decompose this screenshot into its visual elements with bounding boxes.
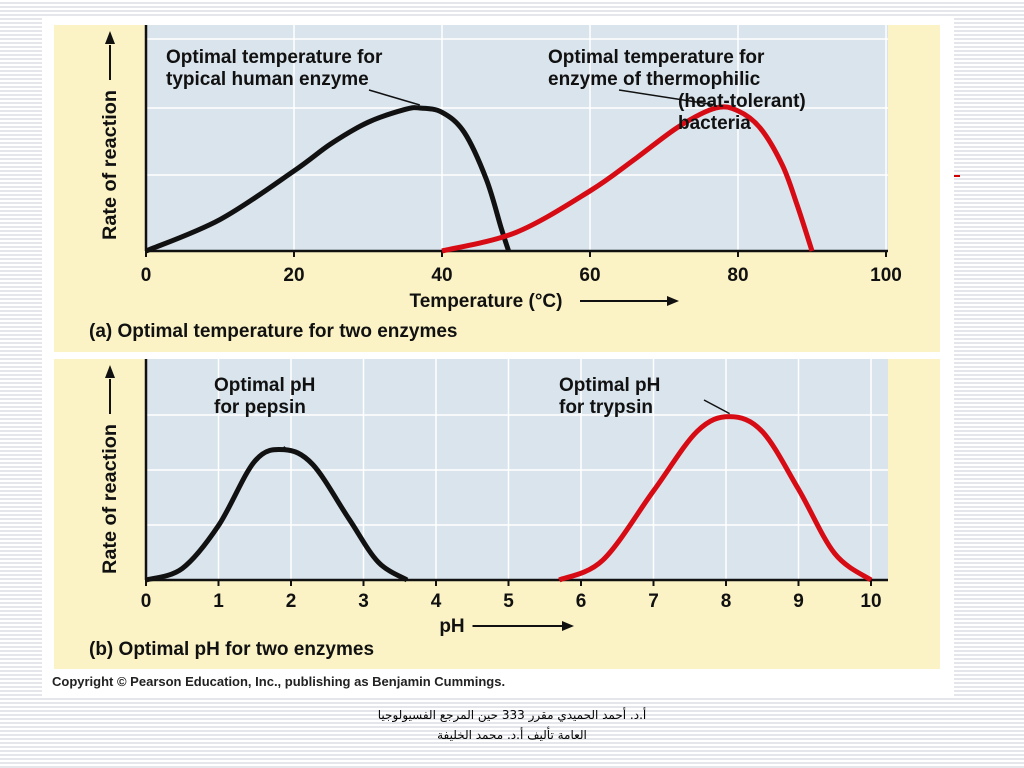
annotation: Optimal temperature for enzyme of thermop…	[548, 47, 806, 134]
annotation-line: typical human enzyme	[166, 69, 369, 90]
curve-trypsin	[558, 414, 873, 583]
curve-human	[145, 105, 511, 254]
x-tick-label: 60	[579, 265, 600, 286]
temperature-chart: 0 20 40 60 80 100 Temperature (°C) Rate of reac…	[89, 25, 902, 342]
footnote-line-1: أ.د. أحمد الحميدي مقرر 333 حين المرجع ال…	[377, 708, 647, 722]
y-axis-title: Rate of reaction	[100, 424, 121, 574]
annotation: Optimal pH for trypsin	[559, 375, 660, 418]
x-tick-label: 80	[727, 265, 748, 286]
annotation-line: for pepsin	[214, 397, 306, 418]
footnote: أ.د. أحمد الحميدي مقرر 333 حين المرجع ال…	[262, 705, 762, 745]
x-tick-label: 8	[721, 591, 732, 612]
y-axis-arrow-head	[105, 31, 115, 44]
annotation-line: Optimal pH	[214, 375, 315, 396]
x-tick-label: 1	[213, 591, 224, 612]
red-mark	[954, 175, 960, 177]
panel-ph: 0 1 2 3 4 5 6 7 8 9 10 pH Rate of reaction Optimal pH…	[54, 359, 940, 669]
annotation-leader	[703, 399, 730, 415]
x-tick-label: 20	[283, 265, 304, 286]
annotation: Optimal pH for pepsin	[214, 375, 315, 418]
annotation-leader	[618, 89, 716, 106]
x-axis-arrow-head	[562, 621, 574, 631]
x-tick-label: 9	[793, 591, 804, 612]
y-axis-arrow-head	[105, 365, 115, 378]
x-tick-label: 4	[431, 591, 442, 612]
annotation-line: bacteria	[678, 113, 751, 134]
annotation-line: for trypsin	[559, 397, 653, 418]
x-tick-label: 7	[648, 591, 659, 612]
x-tick-label: 5	[503, 591, 514, 612]
panel-caption: (b) Optimal pH for two enzymes	[89, 639, 374, 660]
annotation-line: enzyme of thermophilic	[548, 69, 761, 90]
annotation-line: (heat-tolerant)	[678, 91, 806, 112]
annotation-line: Optimal temperature for	[166, 47, 383, 68]
x-tick-label: 0	[141, 265, 152, 286]
figure: 0 20 40 60 80 100 Temperature (°C) Rate of reac…	[42, 16, 954, 696]
annotation-leader	[368, 89, 421, 106]
annotation-line: Optimal temperature for	[548, 47, 765, 68]
curve-pepsin	[145, 446, 409, 583]
annotation-leader	[283, 446, 290, 452]
annotation-line: Optimal pH	[559, 375, 660, 396]
x-tick-label: 40	[431, 265, 452, 286]
x-tick-label: 6	[576, 591, 587, 612]
x-axis-title: pH	[439, 616, 464, 637]
footnote-line-2: العامة تأليف أ.د. محمد الخليفة	[437, 728, 587, 742]
x-axis-title: Temperature (°C)	[410, 291, 563, 312]
x-tick-label: 0	[141, 591, 152, 612]
copyright-text: Copyright © Pearson Education, Inc., pub…	[52, 674, 506, 689]
x-tick-label: 10	[860, 591, 881, 612]
x-tick-label: 2	[286, 591, 297, 612]
curve-thermo	[441, 104, 815, 254]
panel-temperature: 0 20 40 60 80 100 Temperature (°C) Rate of reac…	[54, 25, 940, 352]
panel-caption: (a) Optimal temperature for two enzymes	[89, 321, 457, 342]
ph-chart: 0 1 2 3 4 5 6 7 8 9 10 pH Rate of reaction Optimal pH…	[89, 359, 888, 660]
y-axis-title: Rate of reaction	[100, 90, 121, 240]
annotation: Optimal temperature for typical human enz…	[166, 47, 383, 90]
plot-area	[146, 25, 888, 251]
x-axis-arrow-head	[667, 296, 679, 306]
x-tick-label: 100	[870, 265, 902, 286]
x-tick-label: 3	[358, 591, 369, 612]
